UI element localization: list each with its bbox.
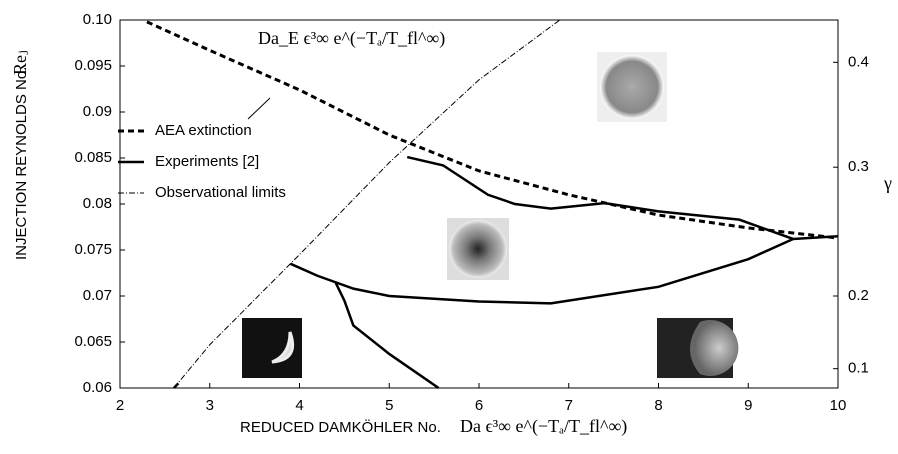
y2-tick-label: 0.3 bbox=[848, 158, 869, 175]
y-tick-label: 0.085 bbox=[74, 149, 112, 166]
y-tick-label: 0.095 bbox=[74, 57, 112, 74]
x-tick-label: 8 bbox=[654, 397, 662, 414]
y-tick-label: 0.06 bbox=[83, 379, 112, 396]
x-axis-label-math: Da ϵ³∞ e^(−Tₐ/T_fl^∞) bbox=[460, 416, 627, 437]
legend-label: Experiments [2] bbox=[155, 153, 259, 170]
x-tick-label: 10 bbox=[830, 397, 847, 414]
legend-label: Observational limits bbox=[155, 184, 286, 201]
y-tick-label: 0.07 bbox=[83, 287, 112, 304]
annotation: Da_E ϵ³∞ e^(−Tₐ/T_fl^∞) bbox=[258, 28, 445, 49]
y-tick-label: 0.10 bbox=[83, 11, 112, 28]
flame-image bbox=[449, 220, 507, 278]
y-tick-label: 0.09 bbox=[83, 103, 112, 120]
x-axis-label: REDUCED DAMKÖHLER No. bbox=[240, 418, 441, 436]
y-tick-label: 0.065 bbox=[74, 333, 112, 350]
x-tick-label: 5 bbox=[385, 397, 393, 414]
page: {"chart_data": {"type": "line", "xlabel"… bbox=[0, 0, 898, 454]
x-tick-label: 7 bbox=[565, 397, 573, 414]
x-tick-label: 2 bbox=[116, 397, 124, 414]
series-line bbox=[174, 20, 560, 388]
y2-tick-label: 0.1 bbox=[848, 360, 869, 377]
y-tick-label: 0.08 bbox=[83, 195, 112, 212]
legend-label: AEA extinction bbox=[155, 122, 252, 139]
x-tick-label: 9 bbox=[744, 397, 752, 414]
annotation-leader bbox=[248, 98, 270, 119]
y2-tick-label: 0.2 bbox=[848, 287, 869, 304]
x-tick-label: 6 bbox=[475, 397, 483, 414]
y-tick-label: 0.075 bbox=[74, 241, 112, 258]
y-axis-label-math: Reⱼ bbox=[10, 50, 30, 75]
x-tick-label: 4 bbox=[295, 397, 303, 414]
chart: REDUCED DAMKÖHLER No. Da ϵ³∞ e^(−Tₐ/T_fl… bbox=[0, 0, 898, 454]
y2-axis-label: γ bbox=[883, 173, 892, 193]
flame-image bbox=[600, 55, 664, 119]
y2-tick-label: 0.4 bbox=[848, 53, 869, 70]
y-axis-label: INJECTION REYNOLDS No. bbox=[13, 67, 30, 260]
x-tick-label: 3 bbox=[206, 397, 214, 414]
